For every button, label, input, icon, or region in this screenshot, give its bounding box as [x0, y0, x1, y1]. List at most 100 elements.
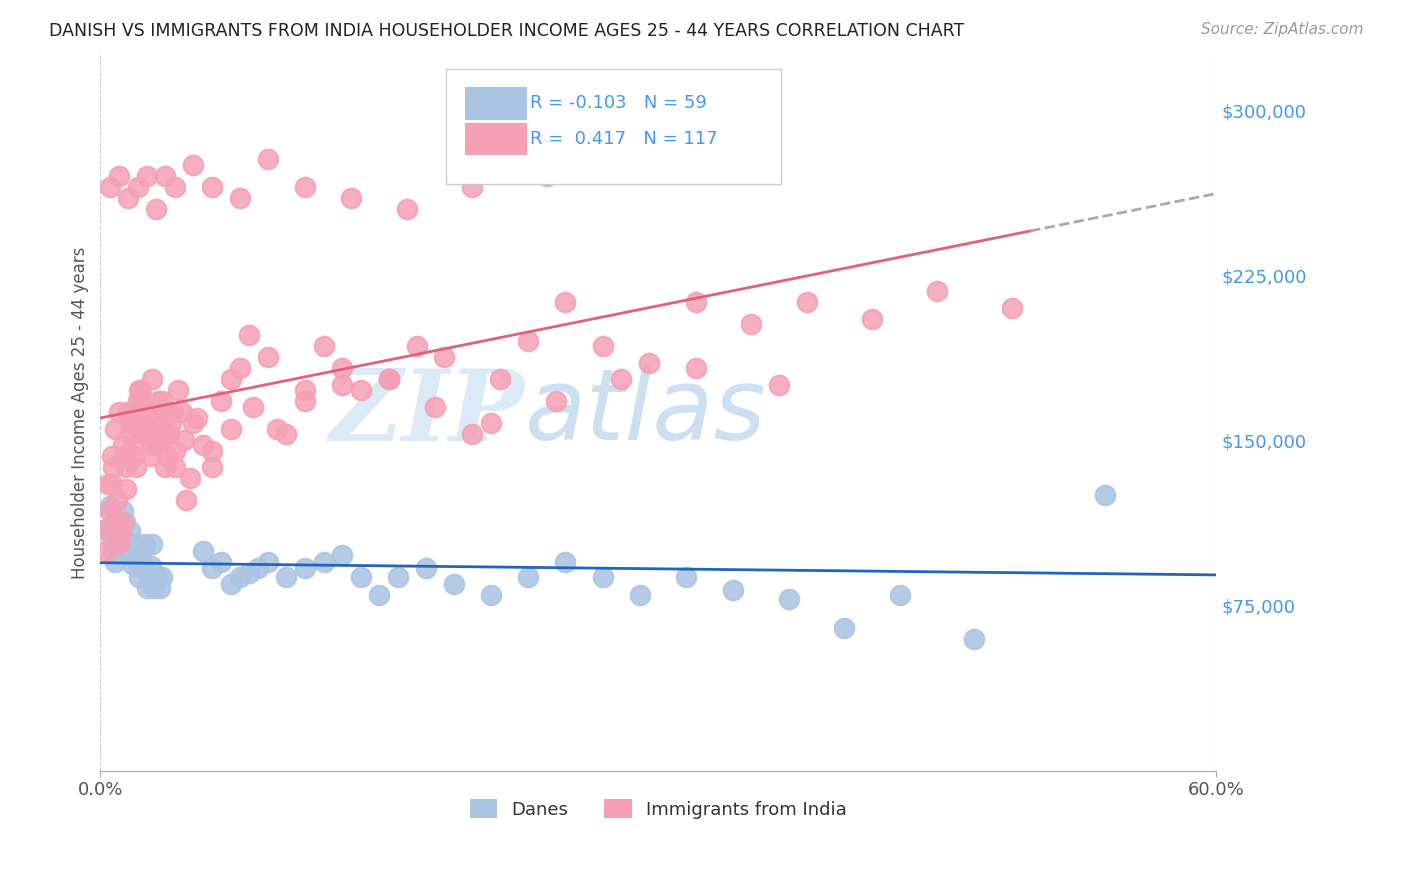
- Point: [155, 459, 177, 474]
- Point: [517, 570, 540, 584]
- Text: R = -0.103   N = 59: R = -0.103 N = 59: [530, 94, 707, 112]
- Point: [219, 422, 242, 436]
- Point: [461, 180, 484, 194]
- Point: [100, 533, 122, 547]
- Point: [517, 334, 540, 349]
- Point: [183, 158, 205, 172]
- Point: [97, 521, 120, 535]
- Point: [330, 378, 353, 392]
- Point: [174, 492, 197, 507]
- Point: [141, 372, 163, 386]
- Point: [461, 426, 484, 441]
- Point: [256, 350, 278, 364]
- Point: [111, 515, 134, 529]
- Point: [110, 539, 132, 553]
- Point: [114, 449, 136, 463]
- Text: Source: ZipAtlas.com: Source: ZipAtlas.com: [1201, 22, 1364, 37]
- Point: [155, 169, 177, 184]
- Point: [94, 521, 117, 535]
- Point: [685, 360, 707, 375]
- Point: [201, 180, 224, 194]
- Point: [740, 317, 762, 331]
- Point: [134, 537, 156, 551]
- Point: [145, 570, 167, 584]
- Point: [160, 416, 183, 430]
- Point: [97, 477, 120, 491]
- Point: [141, 438, 163, 452]
- Point: [721, 583, 744, 598]
- Point: [108, 169, 131, 184]
- Text: R =  0.417   N = 117: R = 0.417 N = 117: [530, 130, 717, 148]
- Point: [330, 360, 353, 375]
- Point: [120, 524, 142, 538]
- Point: [229, 191, 252, 205]
- Point: [768, 378, 790, 392]
- Point: [201, 444, 224, 458]
- Point: [628, 588, 651, 602]
- Point: [108, 405, 131, 419]
- Point: [149, 405, 172, 419]
- Point: [143, 426, 166, 441]
- Point: [104, 555, 127, 569]
- Point: [145, 202, 167, 217]
- Point: [294, 561, 316, 575]
- Point: [134, 416, 156, 430]
- Point: [276, 570, 298, 584]
- Point: [172, 405, 194, 419]
- Point: [146, 393, 169, 408]
- Point: [1001, 301, 1024, 316]
- Point: [312, 339, 335, 353]
- Point: [125, 548, 148, 562]
- Point: [554, 294, 576, 309]
- Point: [294, 180, 316, 194]
- Point: [1094, 488, 1116, 502]
- Point: [111, 438, 134, 452]
- Point: [276, 426, 298, 441]
- Point: [963, 632, 986, 646]
- Point: [368, 588, 391, 602]
- Point: [135, 169, 157, 184]
- Point: [294, 393, 316, 408]
- Point: [832, 621, 855, 635]
- Point: [104, 515, 127, 529]
- Point: [150, 570, 173, 584]
- Point: [139, 449, 162, 463]
- Point: [479, 588, 502, 602]
- Point: [120, 416, 142, 430]
- Point: [117, 534, 139, 549]
- Point: [860, 312, 883, 326]
- Point: [127, 180, 149, 194]
- Point: [139, 558, 162, 573]
- Point: [173, 434, 195, 448]
- Point: [114, 515, 136, 529]
- Legend: Danes, Immigrants from India: Danes, Immigrants from India: [463, 792, 853, 826]
- Point: [219, 576, 242, 591]
- Point: [115, 459, 138, 474]
- Point: [149, 581, 172, 595]
- Point: [125, 459, 148, 474]
- Point: [209, 393, 232, 408]
- FancyBboxPatch shape: [446, 70, 782, 184]
- Point: [152, 426, 174, 441]
- Point: [105, 492, 128, 507]
- Point: [127, 393, 149, 408]
- Point: [157, 426, 180, 441]
- Point: [796, 294, 818, 309]
- Point: [122, 438, 145, 452]
- Point: [554, 555, 576, 569]
- Point: [191, 438, 214, 452]
- Point: [179, 471, 201, 485]
- Point: [312, 555, 335, 569]
- Point: [127, 405, 149, 419]
- Point: [350, 570, 373, 584]
- Point: [163, 180, 186, 194]
- Point: [163, 459, 186, 474]
- Point: [127, 558, 149, 573]
- Point: [685, 294, 707, 309]
- Point: [219, 372, 242, 386]
- Point: [592, 570, 614, 584]
- Point: [138, 570, 160, 584]
- Point: [115, 548, 138, 562]
- Point: [100, 477, 122, 491]
- Point: [163, 444, 186, 458]
